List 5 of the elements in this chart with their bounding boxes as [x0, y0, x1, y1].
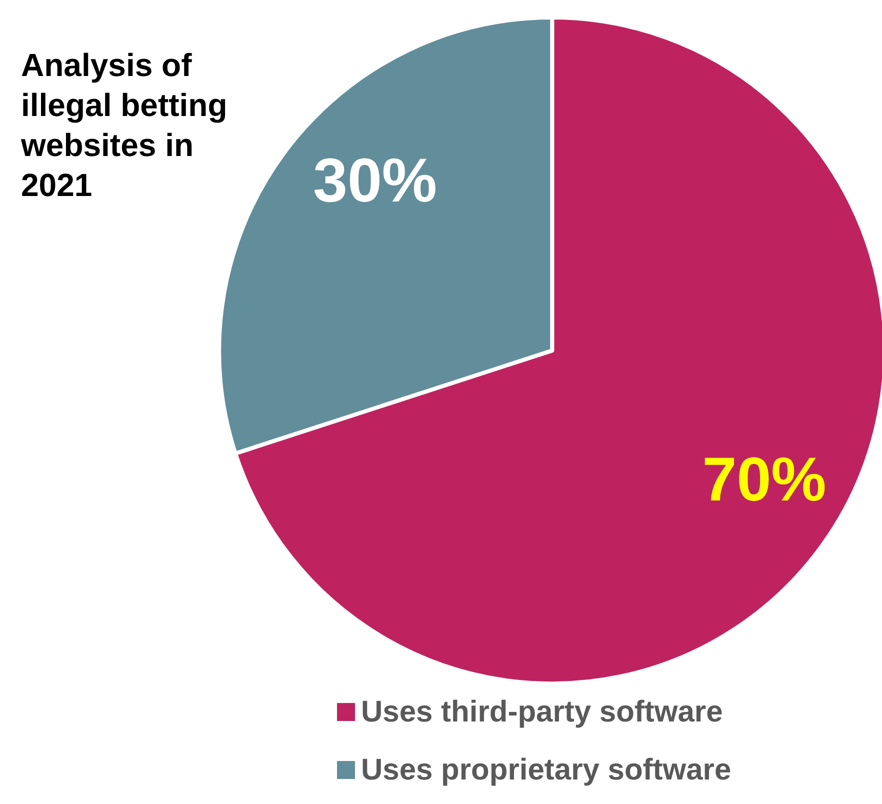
data-label: 70% [702, 446, 826, 515]
data-label: 30% [312, 146, 438, 216]
text: Analysis of illegal betting websites in 2021 [20, 47, 236, 203]
legend-label: Uses proprietary software [361, 754, 732, 786]
legend-label: Uses third-party software [361, 696, 723, 728]
